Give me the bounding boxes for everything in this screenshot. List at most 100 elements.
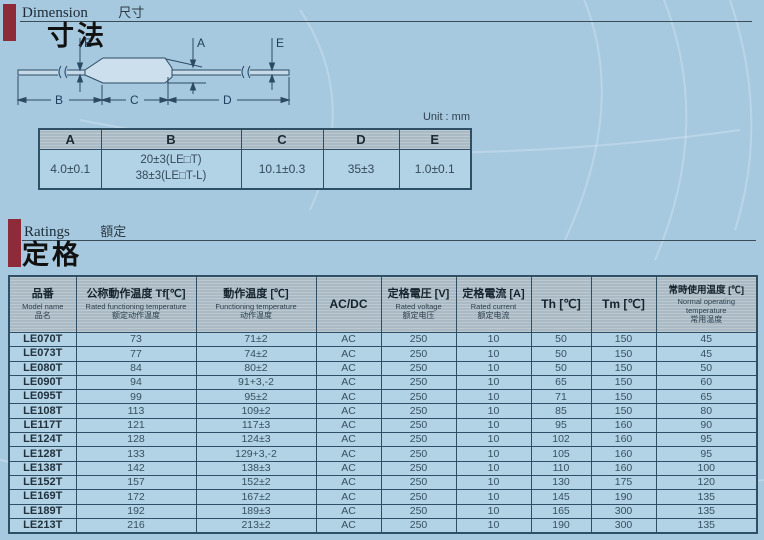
dim-col-d: D — [322, 128, 400, 150]
header-cn: 品名 — [34, 311, 51, 321]
table-row: LE152T 157 152±2 AC 250 10 130 175 120 — [8, 474, 758, 491]
table-row: LE128T 133 129+3,-2 AC 250 10 105 160 95 — [8, 446, 758, 462]
dimension-table-header-row: A B C D E — [38, 128, 472, 150]
value-cell: 138±3 — [195, 460, 317, 476]
value-cell: 10 — [455, 374, 532, 391]
table-row: LE073T 77 74±2 AC 250 10 50 150 45 — [8, 346, 758, 362]
value-cell: 113 — [75, 403, 197, 419]
value-cell: AC — [315, 346, 382, 362]
header-zh: 定格電流 [A] — [462, 288, 525, 301]
value-cell: 10 — [455, 389, 532, 405]
table-row: LE070T 73 71±2 AC 250 10 50 150 45 — [8, 331, 758, 348]
value-cell: 100 — [655, 460, 758, 476]
value-cell: 90 — [655, 417, 758, 434]
value-cell: 94 — [75, 374, 197, 391]
dim-value-b-line1: 20±3(LE□T) — [140, 154, 202, 167]
model-name-cell: LE124T — [8, 432, 77, 448]
value-cell: 121 — [75, 417, 197, 434]
model-name-cell: LE138T — [8, 460, 77, 476]
value-cell: 150 — [590, 360, 657, 376]
header-zh: AC/DC — [329, 297, 368, 311]
value-cell: 10 — [455, 417, 532, 434]
ratings-table-header-row: 品番 Model name 品名 公称動作温度 Tf[℃] Rated func… — [8, 275, 758, 333]
value-cell: 80 — [655, 403, 758, 419]
value-cell: 250 — [380, 389, 457, 405]
table-row: LE138T 142 138±3 AC 250 10 110 160 100 — [8, 460, 758, 476]
value-cell: 189±3 — [195, 503, 317, 519]
value-cell: AC — [315, 331, 382, 348]
dimension-title: 寸法 — [47, 21, 107, 51]
value-cell: 165 — [530, 503, 592, 519]
value-cell: 213±2 — [195, 517, 317, 534]
table-row: LE090T 94 91+3,-2 AC 250 10 65 150 60 — [8, 374, 758, 391]
value-cell: 95 — [655, 432, 758, 448]
value-cell: 250 — [380, 517, 457, 534]
value-cell: 10 — [455, 460, 532, 476]
value-cell: AC — [315, 417, 382, 434]
value-cell: 109±2 — [195, 403, 317, 419]
dim-label-a: A — [197, 36, 205, 50]
dimension-accent-bar — [3, 4, 16, 41]
value-cell: 133 — [75, 446, 197, 462]
table-row: LE095T 99 95±2 AC 250 10 71 150 65 — [8, 389, 758, 405]
value-cell: 74±2 — [195, 346, 317, 362]
value-cell: 135 — [655, 517, 758, 534]
value-cell: 250 — [380, 503, 457, 519]
header-zh: 定格電圧 [V] — [387, 288, 450, 301]
value-cell: 190 — [590, 489, 657, 505]
header-zh: 公称動作温度 Tf[℃] — [86, 288, 186, 301]
col-header-normal-operating-temp: 常時使用温度 [℃] Normal operating temperature … — [655, 275, 758, 333]
value-cell: 250 — [380, 374, 457, 391]
model-name-cell: LE152T — [8, 474, 77, 491]
model-name-cell: LE169T — [8, 489, 77, 505]
col-header-rated-voltage: 定格電圧 [V] Rated voltage 额定电压 — [380, 275, 457, 333]
value-cell: 10 — [455, 360, 532, 376]
value-cell: 120 — [655, 474, 758, 491]
table-row: LE117T 121 117±3 AC 250 10 95 160 90 — [8, 417, 758, 434]
dim-label-e-right: E — [276, 36, 284, 50]
dimension-rule — [20, 21, 752, 22]
value-cell: 250 — [380, 360, 457, 376]
header-zh: 常時使用温度 [℃] — [668, 284, 744, 296]
value-cell: 85 — [530, 403, 592, 419]
dim-label-c: C — [130, 93, 139, 107]
value-cell: 250 — [380, 432, 457, 448]
value-cell: 77 — [75, 346, 197, 362]
value-cell: 167±2 — [195, 489, 317, 505]
col-header-functioning-temp: 動作温度 [℃] Functioning temperature 动作温度 — [195, 275, 317, 333]
dim-value-b: 20±3(LE□T) 38±3(LE□T-L) — [100, 149, 242, 190]
dimension-section-label: Dimension 尺寸 — [22, 2, 144, 22]
value-cell: AC — [315, 517, 382, 534]
value-cell: 50 — [655, 360, 758, 376]
value-cell: 105 — [530, 446, 592, 462]
header-en: Model name — [22, 302, 64, 312]
value-cell: 157 — [75, 474, 197, 491]
value-cell: 250 — [380, 331, 457, 348]
value-cell: AC — [315, 503, 382, 519]
model-name-cell: LE090T — [8, 374, 77, 391]
value-cell: 99 — [75, 389, 197, 405]
value-cell: 10 — [455, 446, 532, 462]
value-cell: 45 — [655, 331, 758, 348]
unit-note: Unit : mm — [422, 111, 470, 123]
col-header-acdc: AC/DC — [315, 275, 382, 333]
dim-value-e: 1.0±0.1 — [398, 149, 472, 190]
model-name-cell: LE189T — [8, 503, 77, 519]
value-cell: 124±3 — [195, 432, 317, 448]
value-cell: 172 — [75, 489, 197, 505]
header-en: Normal operating temperature — [677, 296, 736, 315]
header-zh: 動作温度 [℃] — [223, 288, 289, 301]
model-name-cell: LE108T — [8, 403, 77, 419]
value-cell: 175 — [590, 474, 657, 491]
dim-col-a: A — [38, 128, 102, 150]
value-cell: 192 — [75, 503, 197, 519]
dimension-label-zh: 尺寸 — [118, 5, 145, 20]
value-cell: AC — [315, 374, 382, 391]
value-cell: AC — [315, 360, 382, 376]
value-cell: 80±2 — [195, 360, 317, 376]
value-cell: 150 — [590, 346, 657, 362]
value-cell: 160 — [590, 446, 657, 462]
value-cell: 160 — [590, 460, 657, 476]
col-header-model: 品番 Model name 品名 — [8, 275, 77, 333]
dim-label-b: B — [55, 93, 63, 107]
